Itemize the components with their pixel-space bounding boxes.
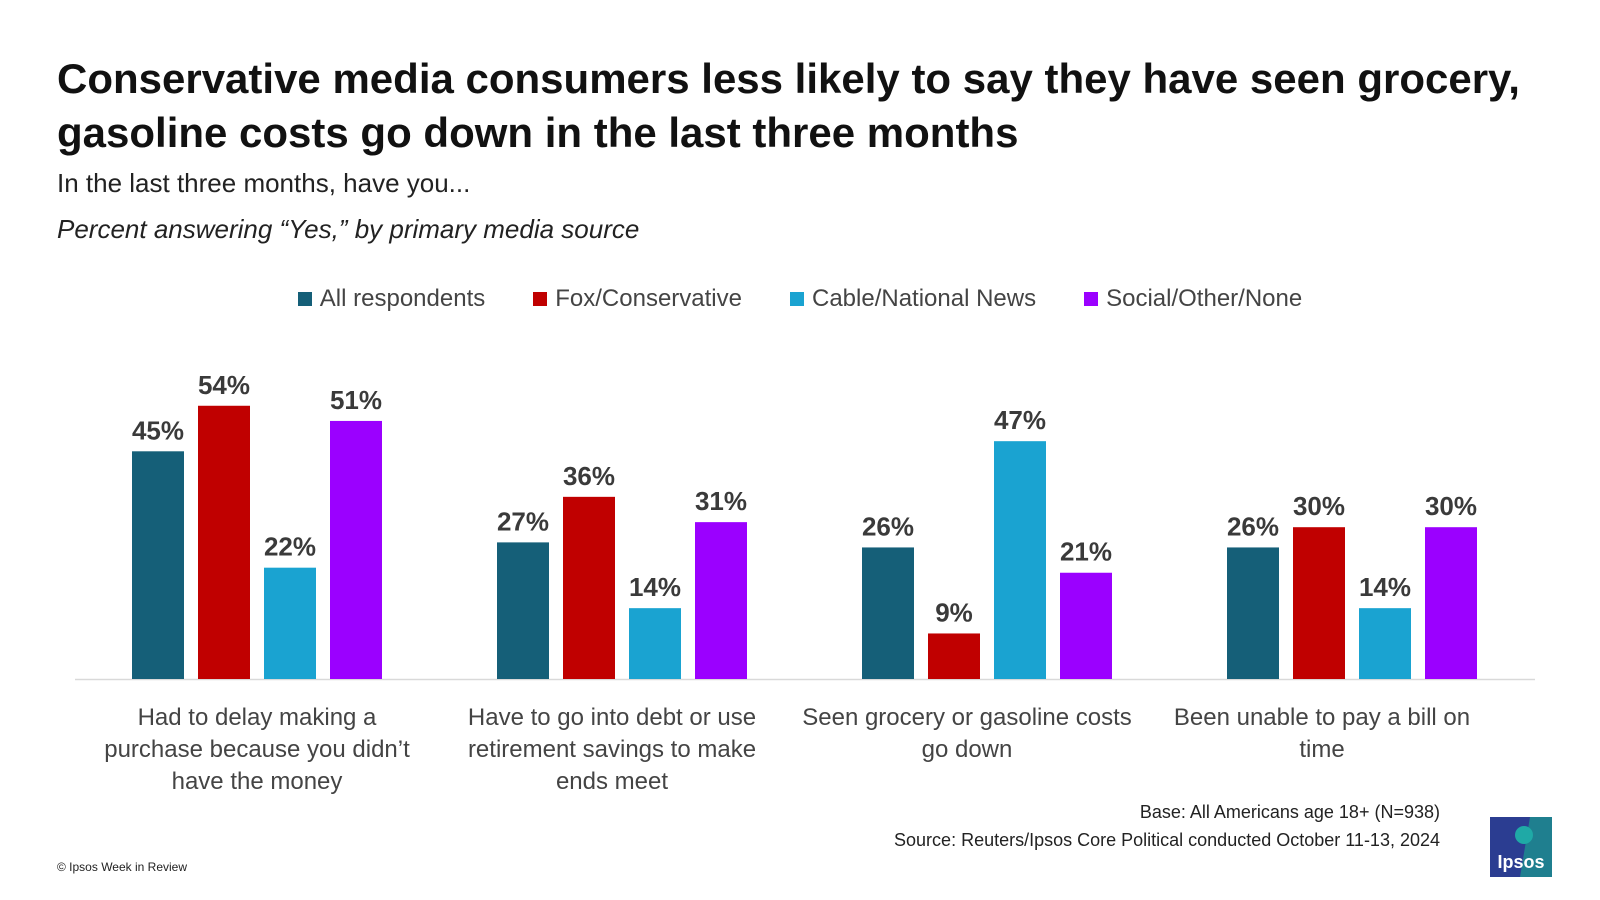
bar <box>695 522 747 679</box>
legend-item-fox: Fox/Conservative <box>533 285 742 313</box>
bar <box>1293 527 1345 679</box>
category-label: Had to delay making a purchase because y… <box>104 704 410 795</box>
bar <box>563 496 615 679</box>
data-label: 26% <box>862 511 914 541</box>
bar <box>330 420 382 679</box>
data-label: 31% <box>695 486 747 516</box>
data-label: 14% <box>1359 572 1411 602</box>
source-note: Source: Reuters/Ipsos Core Political con… <box>894 830 1440 850</box>
legend-item-social: Social/Other/None <box>1084 285 1302 313</box>
chart-title: Conservative media consumers less likely… <box>57 55 1520 156</box>
data-label: 47% <box>994 405 1046 435</box>
legend-label: Fox/Conservative <box>555 285 742 312</box>
data-label: 14% <box>629 572 681 602</box>
bar <box>928 633 980 679</box>
data-label: 36% <box>563 461 615 491</box>
category-label: Seen grocery or gasoline costs go down <box>802 704 1132 763</box>
logo-text: Ipsos <box>1497 852 1544 872</box>
legend-item-cable: Cable/National News <box>789 285 1037 313</box>
legend-label: Social/Other/None <box>1106 285 1303 312</box>
ipsos-logo: Ipsos <box>1490 817 1552 877</box>
bar <box>862 547 914 679</box>
legend: All respondents Fox/Conservative Cable/N… <box>0 285 1600 313</box>
bar <box>132 451 184 679</box>
bar <box>1425 527 1477 679</box>
chart-note: Percent answering “Yes,” by primary medi… <box>57 214 640 244</box>
data-label: 22% <box>264 532 316 562</box>
legend-label: Cable/National News <box>811 285 1037 312</box>
legend-swatch <box>297 292 312 306</box>
data-label: 27% <box>497 506 549 536</box>
bar <box>1060 572 1112 679</box>
base-note: Base: All Americans age 18+ (N=938) <box>1139 802 1440 822</box>
legend-swatch <box>533 292 548 306</box>
bar <box>264 567 316 679</box>
bar <box>994 441 1046 679</box>
category-label: Have to go into debt or use retirement s… <box>467 704 757 795</box>
bar <box>198 405 250 679</box>
bar <box>1227 547 1279 679</box>
legend-swatch <box>789 292 804 306</box>
data-label: 21% <box>1060 537 1112 567</box>
legend-swatch <box>1084 292 1099 306</box>
bar <box>629 608 681 679</box>
copyright: © Ipsos Week in Review <box>57 860 188 874</box>
bar <box>1359 608 1411 679</box>
data-label: 30% <box>1293 491 1345 521</box>
data-label: 26% <box>1227 511 1279 541</box>
data-label: 45% <box>132 415 184 445</box>
category-label: Been unable to pay a bill on time <box>1173 704 1471 763</box>
data-label: 9% <box>935 597 973 627</box>
legend-item-all: All respondents <box>297 285 486 313</box>
data-label: 51% <box>330 385 382 415</box>
chart-subtitle: In the last three months, have you... <box>57 168 471 198</box>
legend-label: All respondents <box>319 285 486 312</box>
data-label: 54% <box>198 370 250 400</box>
bar <box>497 542 549 679</box>
data-label: 30% <box>1425 491 1477 521</box>
